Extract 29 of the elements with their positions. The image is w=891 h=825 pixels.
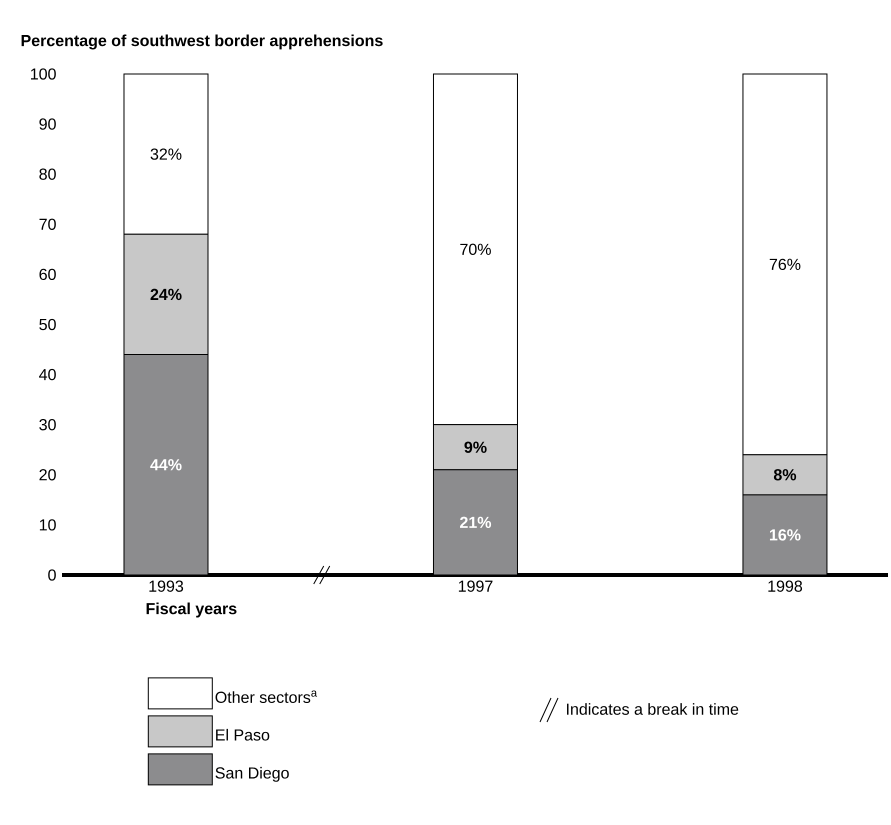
data-label: 70% bbox=[460, 244, 491, 255]
x-axis-title: Fiscal years bbox=[146, 602, 236, 618]
x-tick-label: 1993 bbox=[149, 580, 184, 592]
data-label: 24% bbox=[150, 288, 182, 300]
data-label: 76% bbox=[770, 258, 800, 270]
data-label: 8% bbox=[774, 469, 796, 480]
data-label: 9% bbox=[464, 442, 487, 453]
data-label: 21% bbox=[460, 516, 492, 528]
data-label: 16% bbox=[770, 529, 801, 541]
y-tick-label: 100 bbox=[31, 68, 56, 80]
x-tick-label: 1998 bbox=[768, 580, 802, 592]
legend-label: Other sectors$^{a}$ bbox=[216, 690, 318, 703]
legend-label: El Paso bbox=[216, 728, 270, 741]
y-tick-label: 80 bbox=[39, 168, 56, 180]
y-tick-label: 40 bbox=[39, 368, 56, 380]
y-axis-title: Percentage of southwest border apprehensions bbox=[22, 34, 383, 50]
legend-label: San Diego bbox=[216, 766, 289, 782]
y-tick-label: 50 bbox=[39, 318, 56, 330]
y-tick-label: 10 bbox=[40, 519, 56, 531]
y-tick-label: 90 bbox=[39, 118, 56, 130]
y-tick-label: 30 bbox=[39, 419, 56, 430]
x-tick-label: 1997 bbox=[458, 580, 492, 592]
y-tick-label: 60 bbox=[39, 268, 56, 280]
data-label: 32% bbox=[150, 148, 182, 160]
data-label: 44% bbox=[150, 459, 182, 470]
text: Indicates a break in time bbox=[567, 703, 738, 715]
y-tick-label: 20 bbox=[39, 469, 56, 480]
y-tick-label: 0 bbox=[48, 569, 56, 581]
y-tick-label: 70 bbox=[40, 218, 56, 230]
